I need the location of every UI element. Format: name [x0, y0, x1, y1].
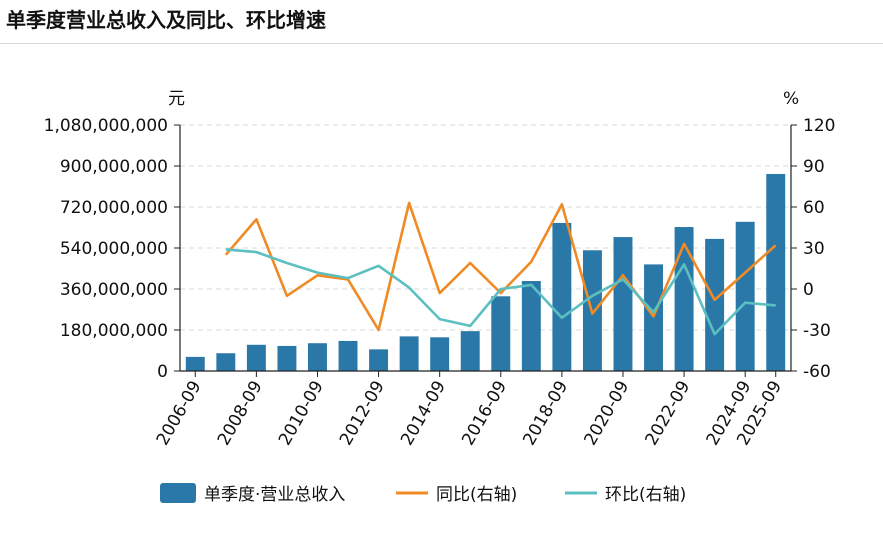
revenue-bar — [735, 221, 755, 371]
legend[interactable]: 单季度·营业总收入 同比(右轴) 环比(右轴) — [160, 483, 686, 505]
left-axis-tick-label: 360,000,000 — [60, 280, 168, 300]
left-axis-unit: 元 — [168, 89, 185, 109]
revenue-bar — [521, 281, 541, 371]
x-axis-tick-label: 2022-09 — [642, 378, 695, 450]
right-axis-tick-label: -30 — [803, 321, 831, 341]
revenue-bar — [246, 344, 266, 371]
revenue-bar — [369, 349, 389, 371]
x-axis-tick-label: 2008-09 — [214, 378, 267, 450]
yoy-growth-line — [224, 201, 777, 332]
grid-lines — [180, 124, 791, 331]
x-axis-tick-label: 2020-09 — [580, 378, 633, 450]
x-axis-tick-label: 2012-09 — [336, 378, 389, 450]
right-axis-unit: % — [783, 89, 799, 109]
left-axis-tick-label: 540,000,000 — [60, 239, 168, 259]
right-axis-tick-label: 30 — [803, 239, 825, 259]
revenue-bar — [766, 173, 786, 371]
left-axis-tick-label: 0 — [157, 362, 168, 382]
right-axis-tick-label: -60 — [803, 362, 831, 382]
right-axis-tick-label: 60 — [803, 198, 825, 218]
revenue-bar — [644, 264, 663, 371]
left-axis-tick-label: 900,000,000 — [60, 157, 168, 177]
right-axis-tick-label: 90 — [803, 157, 825, 177]
x-axis-tick-label: 2018-09 — [519, 378, 572, 450]
x-axis-tick-label: 2006-09 — [153, 378, 206, 450]
revenue-bar — [308, 343, 327, 371]
legend-item[interactable]: 同比(右轴) — [396, 485, 517, 505]
x-axis-tick-label: 2010-09 — [275, 378, 328, 450]
revenue-bar — [460, 331, 480, 371]
revenue-bar — [491, 296, 511, 371]
chart-title: 单季度营业总收入及同比、环比增速 — [6, 8, 326, 32]
qoq-growth-line — [225, 248, 776, 336]
revenue-bar — [399, 336, 419, 371]
legend-label: 单季度·营业总收入 — [204, 485, 345, 505]
revenue-bar — [613, 237, 633, 371]
line-series — [224, 201, 777, 336]
legend-label: 环比(右轴) — [605, 485, 686, 505]
right-axis-tick-label: 0 — [803, 280, 814, 300]
x-axis-tick-label: 2014-09 — [397, 378, 450, 450]
left-axis-tick-label: 720,000,000 — [60, 198, 168, 218]
legend-swatch-bar — [160, 483, 196, 503]
left-axis-tick-label: 180,000,000 — [60, 321, 168, 341]
revenue-bar — [552, 222, 572, 371]
revenue-bar — [185, 356, 205, 371]
legend-label: 同比(右轴) — [436, 485, 517, 505]
title-divider — [0, 43, 883, 44]
legend-item[interactable]: 单季度·营业总收入 — [160, 483, 345, 505]
revenue-bar — [216, 353, 236, 371]
revenue-bar — [705, 238, 725, 371]
right-axis-tick-label: 120 — [803, 116, 835, 136]
left-axis-tick-label: 1,080,000,000 — [44, 116, 168, 136]
x-axis-tick-label: 2016-09 — [458, 378, 511, 450]
revenue-bar — [277, 345, 297, 371]
revenue-bar — [674, 227, 694, 371]
revenue-bar — [338, 340, 358, 371]
revenue-bar — [430, 337, 450, 371]
legend-item[interactable]: 环比(右轴) — [565, 485, 686, 505]
bar-series — [185, 173, 786, 371]
